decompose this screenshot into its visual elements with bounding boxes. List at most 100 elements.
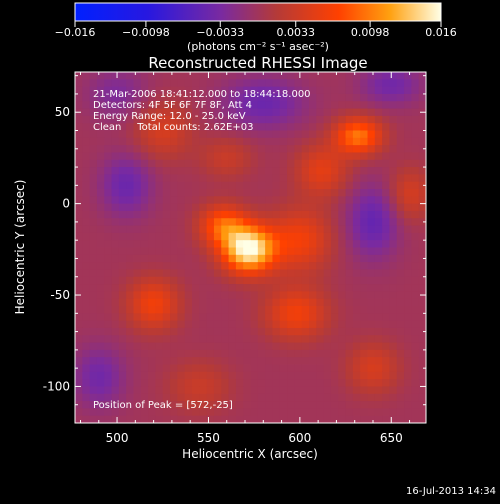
heatmap-cell [404,145,412,153]
heatmap-cell [96,232,105,241]
heatmap-cell [89,174,98,183]
heatmap-cell [367,123,376,131]
heatmap-cell [418,145,427,153]
heatmap-cell [352,167,361,175]
heatmap-cell [367,408,376,417]
heatmap-cell [309,349,317,358]
heatmap-cell [272,137,281,146]
heatmap-cell [206,225,215,234]
heatmap-cell [221,408,229,417]
heatmap-cell [89,232,98,241]
heatmap-cell [411,167,420,175]
heatmap-cell [192,247,200,256]
heatmap-cell [82,167,91,175]
heatmap-cell [221,232,229,241]
heatmap-cell [382,327,390,336]
heatmap-cell [184,210,193,219]
heatmap-cell [155,181,164,190]
heatmap-cell [367,254,376,263]
heatmap-cell [104,342,112,351]
heatmap-cell [360,262,368,270]
heatmap-cell [177,210,186,219]
heatmap-cell [301,276,310,285]
heatmap-cell [221,137,229,146]
heatmap-cell [309,181,317,190]
heatmap-cell [148,210,156,219]
heatmap-cell [148,357,156,365]
heatmap-cell [301,72,310,80]
heatmap-cell [389,313,398,322]
heatmap-cell [396,72,405,80]
heatmap-cell [96,276,105,285]
heatmap-cell [352,371,361,380]
heatmap-cell [301,379,310,387]
heatmap-cell [199,269,208,278]
heatmap-cell [396,276,405,285]
heatmap-cell [170,386,178,395]
heatmap-cell [213,145,222,153]
heatmap-cell [170,240,178,248]
heatmap-cell [140,371,149,380]
heatmap-cell [352,364,361,373]
heatmap-cell [418,174,427,183]
heatmap-cell [396,401,405,409]
heatmap-cell [126,291,134,300]
heatmap-cell [323,262,332,270]
heatmap-cell [148,232,156,241]
heatmap-cell [213,137,222,146]
heatmap-cell [75,349,83,358]
heatmap-cell [411,123,420,131]
heatmap-cell [89,123,98,131]
heatmap-cell [162,415,171,424]
heatmap-cell [206,335,215,343]
heatmap-cell [301,108,310,117]
heatmap-cell [75,181,83,190]
heatmap-cell [177,247,186,256]
heatmap-cell [279,232,288,241]
heatmap-cell [257,371,266,380]
heatmap-cell [309,379,317,387]
heatmap-cell [170,262,178,270]
heatmap-cell [396,386,405,395]
heatmap-cell [418,210,427,219]
heatmap-cell [111,415,120,424]
heatmap-cell [265,401,273,409]
heatmap-cell [228,123,237,131]
heatmap-cell [250,298,259,307]
heatmap-cell [133,137,142,146]
heatmap-cell [75,327,83,336]
heatmap-cell [82,159,91,168]
heatmap-cell [96,320,105,329]
heatmap-cell [162,93,171,102]
heatmap-cell [360,349,368,358]
heatmap-cell [235,196,244,205]
heatmap-cell [309,137,317,146]
heatmap-cell [118,130,127,139]
heatmap-cell [367,240,376,248]
heatmap-cell [396,86,405,95]
heatmap-cell [360,152,368,161]
heatmap-cell [82,401,91,409]
heatmap-cell [170,137,178,146]
heatmap-cell [330,386,339,395]
heatmap-cell [309,262,317,270]
heatmap-cell [104,137,112,146]
heatmap-cell [235,108,244,117]
heatmap-cell [294,262,303,270]
heatmap-cell [382,320,390,329]
heatmap-cell [279,218,288,226]
x-tick-label: 600 [288,431,311,445]
heatmap-cell [192,93,200,102]
heatmap-cell [316,393,325,402]
heatmap-cell [301,371,310,380]
heatmap-cell [96,371,105,380]
heatmap-cell [235,247,244,256]
x-tick-label: 650 [380,431,403,445]
heatmap-cell [404,137,412,146]
heatmap-cell [221,284,229,292]
heatmap-cell [352,393,361,402]
heatmap-cell [382,159,390,168]
heatmap-cell [279,327,288,336]
heatmap-cell [148,189,156,197]
heatmap-cell [411,152,420,161]
